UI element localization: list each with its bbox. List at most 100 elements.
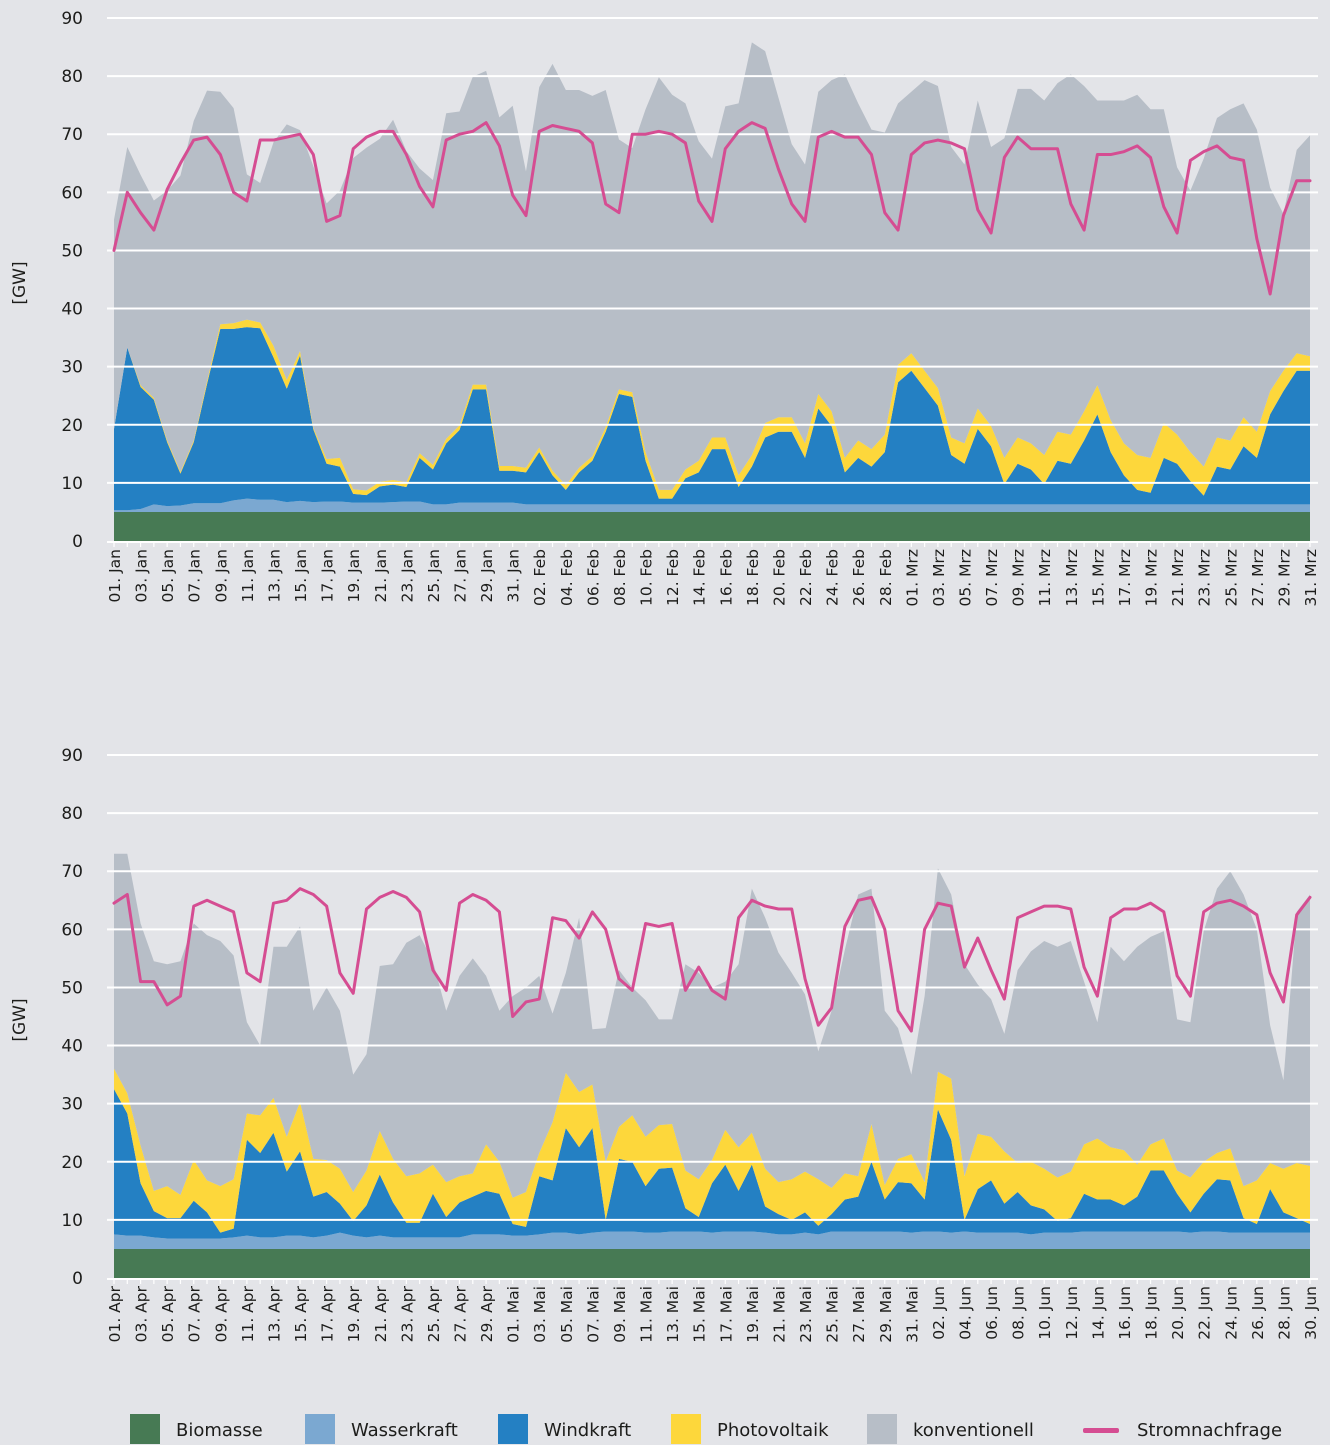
x-tick-label: 29. Mrz xyxy=(1275,549,1293,606)
y-tick-label: 60 xyxy=(61,920,83,940)
x-tick-label: 11. Apr xyxy=(239,1285,257,1342)
area-biomasse xyxy=(114,512,1310,541)
x-tick-label: 10. Feb xyxy=(638,549,656,606)
y-tick-label: 90 xyxy=(61,9,83,29)
x-tick-label: 17. Mrz xyxy=(1116,549,1134,606)
x-tick-label: 23. Mai xyxy=(797,1286,815,1343)
y-tick-label: 30 xyxy=(61,358,83,378)
y-tick-label: 80 xyxy=(61,804,83,824)
y-tick-label: 70 xyxy=(61,125,83,145)
x-tick-label: 30. Jun xyxy=(1302,1286,1320,1340)
x-tick-label: 10. Jun xyxy=(1036,1286,1054,1340)
x-tick-label: 01. Jan xyxy=(106,549,124,602)
x-tick-label: 04. Feb xyxy=(558,549,576,606)
legend-swatch-photovoltaik xyxy=(671,1414,701,1444)
x-tick-label: 13. Jan xyxy=(265,549,283,602)
x-tick-label: 07. Jan xyxy=(186,549,204,602)
x-tick-label: 06. Feb xyxy=(584,549,602,606)
x-tick-label: 24. Feb xyxy=(824,549,842,606)
x-tick-label: 11. Jan xyxy=(239,549,257,602)
x-tick-label: 07. Apr xyxy=(186,1285,204,1342)
x-tick-label: 18. Feb xyxy=(744,549,762,606)
y-tick-label: 40 xyxy=(61,1037,83,1057)
y-tick-label: 20 xyxy=(61,416,83,436)
area-biomasse xyxy=(114,1249,1310,1278)
x-tick-label: 25. Mrz xyxy=(1222,549,1240,606)
x-tick-label: 05. Apr xyxy=(159,1285,177,1342)
x-tick-label: 15. Mrz xyxy=(1089,549,1107,606)
y-tick-label: 10 xyxy=(61,474,83,494)
x-tick-label: 01. Mai xyxy=(505,1286,523,1343)
x-tick-label: 17. Jan xyxy=(319,549,337,602)
legend-swatch-windkraft xyxy=(498,1414,528,1444)
x-tick-label: 22. Jun xyxy=(1196,1286,1214,1340)
x-tick-label: 23. Apr xyxy=(398,1285,416,1342)
x-tick-label: 28. Jun xyxy=(1275,1286,1293,1340)
x-tick-label: 26. Jun xyxy=(1249,1286,1267,1340)
x-tick-label: 26. Feb xyxy=(850,549,868,606)
legend-swatch-biomasse xyxy=(130,1414,160,1444)
x-tick-label: 21. Mai xyxy=(770,1286,788,1343)
x-tick-label: 31. Mrz xyxy=(1302,549,1320,606)
x-tick-label: 03. Mai xyxy=(531,1286,549,1343)
x-tick-label: 09. Mai xyxy=(611,1286,629,1343)
x-tick-label: 07. Mrz xyxy=(983,549,1001,606)
area-layer xyxy=(114,854,1310,1278)
x-tick-label: 13. Mai xyxy=(664,1286,682,1343)
legend-label-wasserkraft: Wasserkraft xyxy=(351,1420,458,1441)
x-tick-label: 17. Apr xyxy=(319,1285,337,1342)
area-layer xyxy=(114,42,1310,541)
x-tick-label: 08. Feb xyxy=(611,549,629,606)
x-tick-label: 24. Jun xyxy=(1222,1286,1240,1340)
y-tick-label: 40 xyxy=(61,300,83,320)
x-tick-label: 07. Mai xyxy=(584,1286,602,1343)
x-tick-label: 25. Jan xyxy=(425,549,443,602)
y-tick-label: 10 xyxy=(61,1211,83,1231)
x-tick-label: 25. Mai xyxy=(824,1286,842,1343)
x-tick-label: 29. Apr xyxy=(478,1285,496,1342)
y-tick-label: 90 xyxy=(61,746,83,766)
x-tick-label: 13. Apr xyxy=(265,1285,283,1342)
chart-q1: 0 10 20 30 40 50 60 70 80 90 01. Jan 03. Jan 05. Ja… xyxy=(0,0,1330,680)
x-tick-label: 14. Jun xyxy=(1089,1286,1107,1340)
x-tick-label: 21. Jan xyxy=(372,549,390,602)
y-tick-label: 80 xyxy=(61,67,83,87)
y-tick-label: 50 xyxy=(61,241,83,261)
y-tick-label: 0 xyxy=(72,532,83,552)
x-tick-label: 19. Jan xyxy=(345,549,363,602)
x-tick-label: 04. Jun xyxy=(956,1286,974,1340)
y-tick-labels: 0 10 20 30 40 50 60 70 80 90 xyxy=(61,9,83,552)
chart-q2: 0102030405060708090 01. Apr 03. Apr 05. Ap… xyxy=(0,737,1330,1417)
x-tick-label: 20. Jun xyxy=(1169,1286,1187,1340)
x-tick-label: 16. Jun xyxy=(1116,1286,1134,1340)
x-tick-label: 31. Mai xyxy=(903,1286,921,1343)
x-tick-labels: 01. Apr 03. Apr 05. Apr 07. Apr 09. Apr 11. A… xyxy=(106,1285,1320,1342)
x-tick-label: 17. Mai xyxy=(717,1286,735,1343)
x-tick-label: 20. Feb xyxy=(770,549,788,606)
legend-label-biomasse: Biomasse xyxy=(176,1420,263,1441)
x-tick-label: 03. Mrz xyxy=(930,549,948,606)
x-tick-label: 09. Mrz xyxy=(1010,549,1028,606)
x-tick-label: 21. Apr xyxy=(372,1285,390,1342)
x-tick-label: 15. Apr xyxy=(292,1285,310,1342)
x-tick-label: 01. Apr xyxy=(106,1285,124,1342)
x-tick-label: 02. Jun xyxy=(930,1286,948,1340)
x-tick-label: 13. Mrz xyxy=(1063,549,1081,606)
x-tick-label: 19. Mrz xyxy=(1143,549,1161,606)
x-tick-label: 31. Jan xyxy=(505,549,523,602)
x-tick-label: 25. Apr xyxy=(425,1285,443,1342)
x-tick-label: 05. Jan xyxy=(159,549,177,602)
x-tick-label: 05. Mrz xyxy=(956,549,974,606)
legend-swatch-stromnachfrage xyxy=(1083,1428,1119,1433)
y-axis-label: [GW] xyxy=(10,998,30,1041)
x-tick-label: 27. Mai xyxy=(850,1286,868,1343)
x-tick-label: 16. Feb xyxy=(717,549,735,606)
y-tick-label: 30 xyxy=(61,1095,83,1115)
x-tick-label: 12. Feb xyxy=(664,549,682,606)
x-tick-label: 09. Jan xyxy=(212,549,230,602)
x-tick-label: 27. Jan xyxy=(452,549,470,602)
x-tick-label: 01. Mrz xyxy=(903,549,921,606)
x-tick-label: 03. Apr xyxy=(133,1285,151,1342)
x-tick-label: 27. Mrz xyxy=(1249,549,1267,606)
y-axis-label: [GW] xyxy=(10,261,30,304)
